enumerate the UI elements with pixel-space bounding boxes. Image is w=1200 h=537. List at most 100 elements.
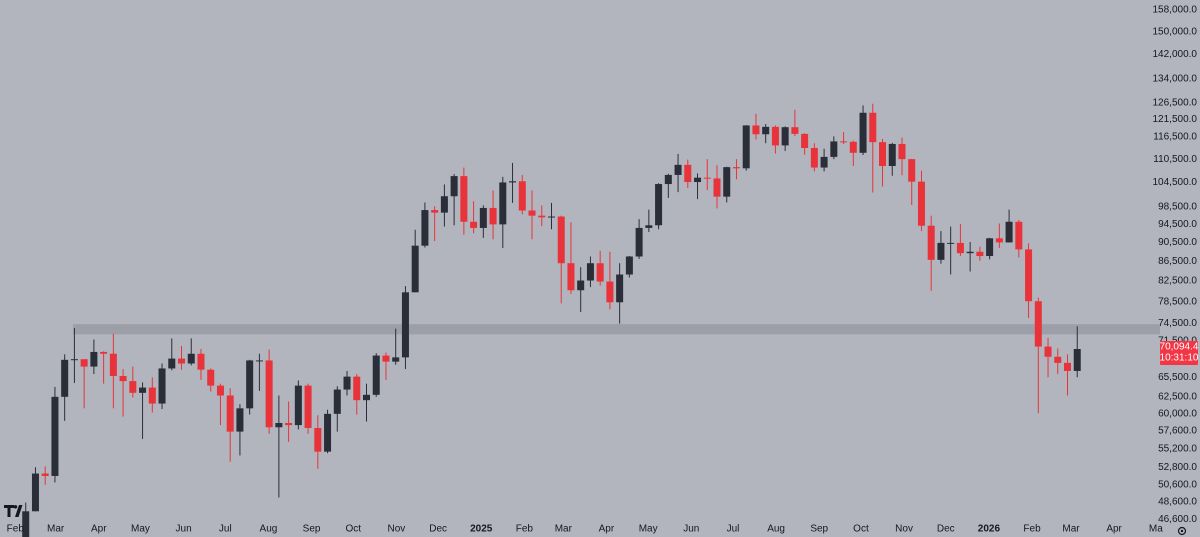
candle-body — [518, 181, 526, 211]
candle-body — [178, 358, 186, 364]
candle-body — [324, 413, 332, 452]
candle — [470, 201, 478, 234]
candle — [538, 205, 546, 227]
candle — [265, 349, 273, 434]
settings-icon[interactable] — [1177, 526, 1187, 536]
x-tick-label: Mar — [1062, 524, 1080, 535]
candle — [917, 170, 925, 232]
candle — [22, 502, 30, 537]
candle — [80, 359, 88, 409]
candle-body — [450, 176, 458, 197]
candle — [791, 109, 799, 137]
candle — [723, 166, 731, 203]
candle-body — [489, 207, 497, 225]
x-tick-label: Jul — [727, 524, 740, 535]
candle-body — [1044, 346, 1052, 357]
y-tick-label: 142,000.0 — [1153, 49, 1198, 60]
candle-body — [917, 181, 925, 226]
candle-body — [1064, 362, 1072, 371]
candle — [1015, 220, 1023, 258]
candle-body — [207, 369, 215, 386]
candle — [294, 380, 302, 430]
candle — [275, 395, 283, 498]
countdown-label: 10:31:10 — [1160, 353, 1199, 364]
y-tick-label: 86,500.0 — [1158, 256, 1197, 267]
candle — [694, 173, 702, 200]
candle-body — [304, 385, 312, 428]
candle — [1044, 337, 1052, 378]
candle-body — [431, 210, 439, 213]
candle-body — [732, 167, 740, 169]
x-tick-label: 2025 — [470, 524, 493, 535]
x-tick-label: Apr — [599, 524, 615, 535]
candle — [109, 333, 117, 409]
candle — [70, 328, 78, 384]
candle-body — [1025, 249, 1033, 302]
candle-body — [314, 427, 322, 452]
settings-dot[interactable] — [1180, 529, 1184, 533]
candle — [577, 267, 585, 312]
x-tick-label: Jun — [683, 524, 699, 535]
candle — [976, 246, 984, 261]
candle — [431, 206, 439, 242]
x-tick-label: Feb — [1023, 524, 1041, 535]
candle — [830, 136, 838, 160]
x-tick-label: Mar — [555, 524, 573, 535]
candle-body — [966, 251, 974, 254]
candle-body — [908, 159, 916, 182]
candle-body — [547, 216, 555, 218]
y-tick-label: 65,500.0 — [1158, 372, 1197, 383]
candle — [509, 162, 517, 203]
candle-body — [742, 125, 750, 169]
y-tick-label: 121,500.0 — [1153, 114, 1198, 125]
settings-gear[interactable] — [1177, 526, 1187, 536]
candle — [606, 251, 614, 310]
candle — [820, 148, 828, 172]
candle — [762, 124, 770, 144]
x-tick-label: Apr — [91, 524, 107, 535]
candle-body — [762, 126, 770, 135]
candle — [956, 223, 964, 257]
candle-body — [148, 387, 156, 404]
candle — [1005, 209, 1013, 243]
candle — [898, 137, 906, 176]
candle-body — [616, 274, 624, 303]
candle-body — [158, 368, 166, 404]
candle-body — [655, 184, 663, 226]
logo-glyph — [4, 505, 23, 517]
x-tick-label: Feb — [516, 524, 534, 535]
candle — [859, 105, 867, 156]
candle — [129, 366, 137, 398]
candle-body — [216, 385, 224, 396]
y-tick-label: 90,500.0 — [1158, 237, 1197, 248]
candle-body — [596, 263, 604, 282]
candle-body — [849, 141, 857, 153]
candle — [51, 386, 59, 483]
candle — [285, 401, 293, 442]
candle — [421, 202, 429, 248]
y-tick-label: 48,600.0 — [1158, 496, 1197, 507]
candle-body — [635, 227, 643, 257]
candle — [771, 125, 779, 154]
candle-body — [528, 210, 536, 216]
candle-body — [927, 225, 935, 260]
x-tick-label: Nov — [895, 524, 913, 535]
candle — [450, 174, 458, 226]
plot-area — [22, 103, 1160, 537]
candle-body — [820, 156, 828, 168]
candle — [947, 226, 955, 275]
candle — [178, 345, 186, 370]
candle — [499, 176, 507, 248]
candle-body — [499, 182, 507, 225]
candle-body — [285, 422, 293, 426]
candle — [869, 103, 877, 193]
candle — [61, 354, 69, 421]
candle-body — [509, 181, 517, 183]
candle — [362, 383, 371, 422]
candle-body — [382, 355, 390, 362]
candle — [732, 159, 740, 180]
candle-body — [869, 112, 877, 143]
x-tick-label: Oct — [346, 524, 362, 535]
candle-body — [810, 147, 818, 168]
